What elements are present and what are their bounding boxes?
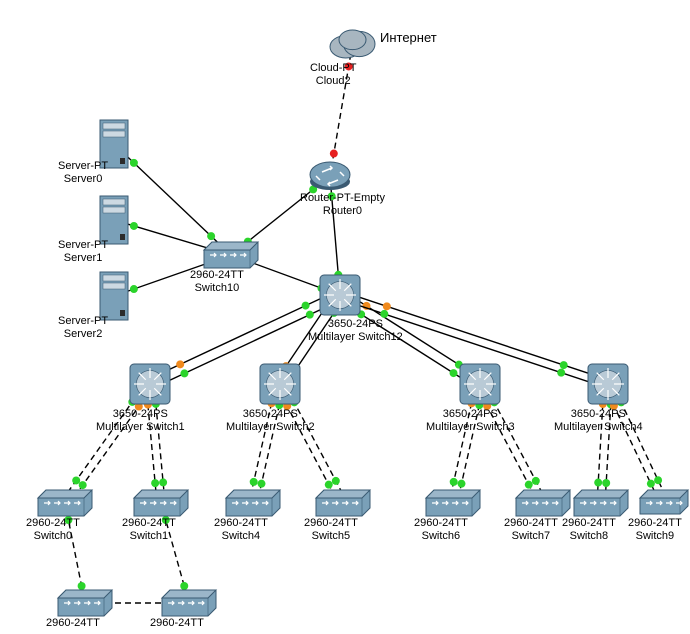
server-icon[interactable]: [100, 196, 128, 244]
device-hostname: Multilayer Switch4: [554, 421, 643, 433]
device-label: 3650-24PSMultilayer Switch3: [426, 408, 515, 434]
device-model: 2960-24TT: [214, 517, 268, 529]
device-model: 2960-24TT: [150, 617, 204, 629]
device-label: Cloud-PTCloud2: [310, 62, 356, 88]
device-hostname: Switch8: [570, 530, 609, 542]
device-hostname: Switch0: [34, 530, 73, 542]
device-model: 2960-24TT: [26, 517, 80, 529]
device-hostname: Switch1: [130, 530, 169, 542]
device-hostname: Switch5: [312, 530, 351, 542]
device-hostname: Switch4: [222, 530, 261, 542]
device-model: 3650-24PS: [443, 408, 498, 420]
device-model: 2960-24TT: [190, 269, 244, 281]
device-model: 2960-24TT: [562, 517, 616, 529]
cloud-icon[interactable]: [330, 30, 375, 58]
device-label: 2960-24TTSwitch10: [190, 269, 244, 295]
device-label: 3650-24PSMultilayer Switch1: [96, 408, 185, 434]
switch-icon[interactable]: [640, 490, 688, 514]
switch-icon[interactable]: [316, 490, 370, 516]
device-label: 2960-24TTSwitch6: [414, 517, 468, 543]
device-hostname: Multilayer Switch3: [426, 421, 515, 433]
switch-icon[interactable]: [426, 490, 480, 516]
device-hostname: Multilayer Switch2: [226, 421, 315, 433]
server-icon[interactable]: [100, 272, 128, 320]
device-hostname: Server2: [64, 328, 103, 340]
device-model: Cloud-PT: [310, 62, 356, 74]
device-label: Server-PTServer2: [58, 315, 108, 341]
device-hostname: Multilayer Switch1: [96, 421, 185, 433]
device-model: Server-PT: [58, 239, 108, 251]
device-label: 3650-24PSMultilayer Switch2: [226, 408, 315, 434]
device-hostname: Switch10: [195, 282, 240, 294]
device-label: 2960-24TTSwitch9: [628, 517, 682, 543]
switch-icon[interactable]: [574, 490, 628, 516]
device-model: 2960-24TT: [122, 517, 176, 529]
device-hostname: Switch9: [636, 530, 675, 542]
device-model: Server-PT: [58, 160, 108, 172]
device-hostname: Cloud2: [316, 75, 351, 87]
switch-icon[interactable]: [58, 590, 112, 616]
device-hostname: Server0: [64, 173, 103, 185]
device-model: Router-PT-Empty: [300, 192, 385, 204]
device-model: 2960-24TT: [304, 517, 358, 529]
device-label: 2960-24TTSwitch0: [26, 517, 80, 543]
device-model: 2960-24TT: [628, 517, 682, 529]
device-model: 2960-24TT: [46, 617, 100, 629]
switch-icon[interactable]: [516, 490, 570, 516]
switch-icon[interactable]: [134, 490, 188, 516]
router-icon[interactable]: [310, 162, 350, 190]
device-label: 3650-24PSMultilayer Switch12: [308, 318, 403, 344]
device-label: 2960-24TT: [150, 617, 204, 630]
device-label: Интернет: [380, 30, 437, 46]
device-hostname: Router0: [323, 205, 362, 217]
multilayer-switch-icon[interactable]: [460, 364, 500, 404]
device-model: 3650-24PS: [328, 318, 383, 330]
device-model: 2960-24TT: [414, 517, 468, 529]
device-label: Server-PTServer0: [58, 160, 108, 186]
device-model: 3650-24PS: [571, 408, 626, 420]
device-label: Router-PT-EmptyRouter0: [300, 192, 385, 218]
device-label: 2960-24TTSwitch5: [304, 517, 358, 543]
device-label: 2960-24TTSwitch1: [122, 517, 176, 543]
device-hostname: Switch7: [512, 530, 551, 542]
device-hostname: Switch6: [422, 530, 461, 542]
device-model: 3650-24PS: [113, 408, 168, 420]
device-label: Server-PTServer1: [58, 239, 108, 265]
multilayer-switch-icon[interactable]: [320, 275, 360, 315]
switch-icon[interactable]: [226, 490, 280, 516]
device-model: Server-PT: [58, 315, 108, 327]
multilayer-switch-icon[interactable]: [130, 364, 170, 404]
multilayer-switch-icon[interactable]: [260, 364, 300, 404]
multilayer-switch-icon[interactable]: [588, 364, 628, 404]
device-hostname: Multilayer Switch12: [308, 331, 403, 343]
switch-icon[interactable]: [204, 242, 258, 268]
device-label: 2960-24TTSwitch4: [214, 517, 268, 543]
device-label: 2960-24TTSwitch8: [562, 517, 616, 543]
device-hostname: Server1: [64, 252, 103, 264]
device-label: 2960-24TTSwitch7: [504, 517, 558, 543]
switch-icon[interactable]: [38, 490, 92, 516]
switch-icon[interactable]: [162, 590, 216, 616]
device-model: 2960-24TT: [504, 517, 558, 529]
device-model: 3650-24PS: [243, 408, 298, 420]
device-label: 3650-24PSMultilayer Switch4: [554, 408, 643, 434]
device-label: 2960-24TT: [46, 617, 100, 630]
topology-canvas: Интернет Cloud-PTCloud2 Router-PT-EmptyRou…: [0, 0, 690, 634]
